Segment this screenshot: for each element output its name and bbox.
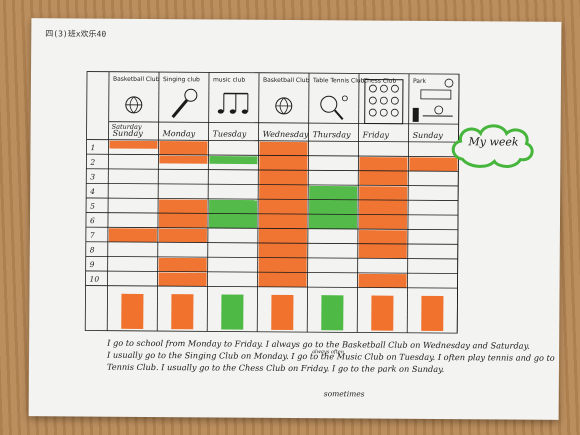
club-label: Basketball Club — [263, 77, 310, 84]
day-label: Monday — [162, 129, 196, 138]
club-label: Table Tennis Club — [312, 77, 365, 84]
day-label: Tuesday — [213, 129, 247, 138]
grid-column-line — [456, 74, 460, 334]
grid-column-line — [406, 73, 410, 333]
grid-row-line — [86, 182, 459, 187]
inserted-word-small: always often — [312, 349, 344, 356]
my-week-bubble: My week — [448, 121, 536, 172]
day-label: Sunday — [413, 131, 444, 140]
row-number: 7 — [90, 231, 95, 240]
row-number: 4 — [89, 187, 95, 196]
row-number: 3 — [90, 172, 95, 181]
activity-cell — [159, 141, 208, 155]
activity-cell — [258, 141, 308, 288]
grid-row-line — [85, 255, 458, 260]
activity-cell — [158, 228, 207, 243]
inserted-word: sometimes — [323, 389, 365, 399]
activity-cell — [159, 155, 208, 164]
row-number: 6 — [90, 216, 95, 225]
row-number: 5 — [90, 202, 95, 211]
club-label: Basketball Club — [113, 76, 160, 83]
microphone-icon — [171, 88, 198, 119]
grid-row-line — [86, 212, 459, 216]
grid-row-line — [85, 226, 458, 231]
grid-column-line — [206, 72, 210, 332]
summary-bar — [321, 295, 344, 331]
summary-bar — [271, 294, 294, 330]
header-divider — [108, 121, 459, 125]
basketball-icon — [125, 96, 143, 114]
row-number: 8 — [90, 245, 95, 254]
day-label-corrected: Saturday — [112, 123, 142, 131]
activity-cell — [358, 230, 407, 259]
day-label: Thursday — [313, 130, 352, 139]
club-label: Park — [413, 78, 427, 85]
grid-column-line — [156, 72, 160, 332]
basketball-icon — [275, 97, 293, 115]
day-label: Friday — [362, 130, 390, 139]
row-number: 10 — [90, 275, 100, 284]
grid-row-line — [85, 285, 458, 289]
cloud-shape-icon — [451, 124, 534, 168]
row-number: 2 — [89, 158, 95, 167]
summary-bar — [171, 294, 194, 330]
summary-bar — [121, 293, 144, 329]
club-label: Chess Club — [363, 77, 397, 84]
activity-cell — [209, 156, 258, 165]
activity-cell — [358, 186, 408, 230]
club-label: music club — [213, 76, 245, 83]
grid-row-line — [86, 153, 459, 158]
activity-cell — [208, 199, 258, 229]
summary-bar — [421, 295, 444, 332]
grid-row-line — [86, 168, 459, 172]
activity-cell — [409, 157, 458, 172]
activity-cell — [358, 273, 407, 288]
activity-cell — [158, 257, 207, 272]
day-divider — [86, 139, 459, 143]
my-week-label: My week — [468, 135, 519, 149]
music-notes-icon — [217, 92, 249, 114]
week-description: I go to school from Monday to Friday. I … — [107, 337, 557, 376]
table-tennis-paddle-icon — [320, 95, 348, 120]
row-number: 9 — [90, 260, 95, 269]
summary-bar — [221, 294, 244, 330]
grid-row-line — [85, 241, 458, 245]
grid-column-line — [306, 73, 310, 333]
summary-bar — [371, 295, 394, 331]
grid-row-line — [86, 197, 459, 201]
activity-cell — [109, 140, 158, 149]
day-label: Sunday — [113, 129, 144, 138]
activity-cell — [158, 272, 207, 287]
day-label: Wednesday — [263, 130, 309, 139]
paper-sheet: 四(3)班x欢乐40 1 2 3 4 5 6 7 8 9 10 Basketball Club Sin… — [28, 18, 562, 420]
grid-column-line — [356, 73, 360, 333]
club-label: Singing club — [163, 76, 200, 83]
row-number: 1 — [90, 143, 95, 152]
chess-board-icon — [364, 78, 404, 125]
grid-row-line — [85, 270, 458, 274]
activity-cell — [158, 199, 208, 228]
park-scene-icon — [412, 78, 454, 122]
activity-cell — [359, 157, 408, 186]
activity-cell — [108, 228, 157, 243]
grid-column-line — [106, 71, 110, 331]
activity-cell — [308, 185, 358, 230]
grid-column-line — [256, 72, 260, 332]
